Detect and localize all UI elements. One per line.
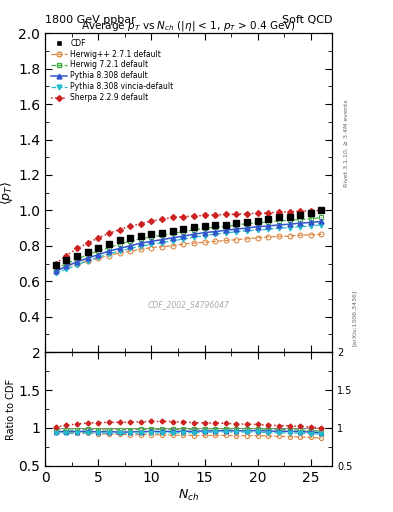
Title: Average $p_T$ vs $N_{ch}$ ($|\eta|$ < 1, $p_T$ > 0.4 GeV): Average $p_T$ vs $N_{ch}$ ($|\eta|$ < 1,… [81, 19, 296, 33]
Legend: CDF, Herwig++ 2.7.1 default, Herwig 7.2.1 default, Pythia 8.308 default, Pythia : CDF, Herwig++ 2.7.1 default, Herwig 7.2.… [49, 37, 175, 104]
Text: Soft QCD: Soft QCD [282, 14, 332, 25]
Y-axis label: $\langle p_T \rangle$: $\langle p_T \rangle$ [0, 181, 15, 205]
Text: Rivet 3.1.10, ≥ 3.4M events: Rivet 3.1.10, ≥ 3.4M events [344, 99, 349, 187]
Text: CDF_2002_S4796047: CDF_2002_S4796047 [148, 300, 230, 309]
Text: [arXiv:1306.3436]: [arXiv:1306.3436] [352, 289, 357, 346]
X-axis label: $N_{ch}$: $N_{ch}$ [178, 487, 199, 503]
Text: 1800 GeV ppbar: 1800 GeV ppbar [45, 14, 136, 25]
Y-axis label: Ratio to CDF: Ratio to CDF [6, 378, 16, 440]
